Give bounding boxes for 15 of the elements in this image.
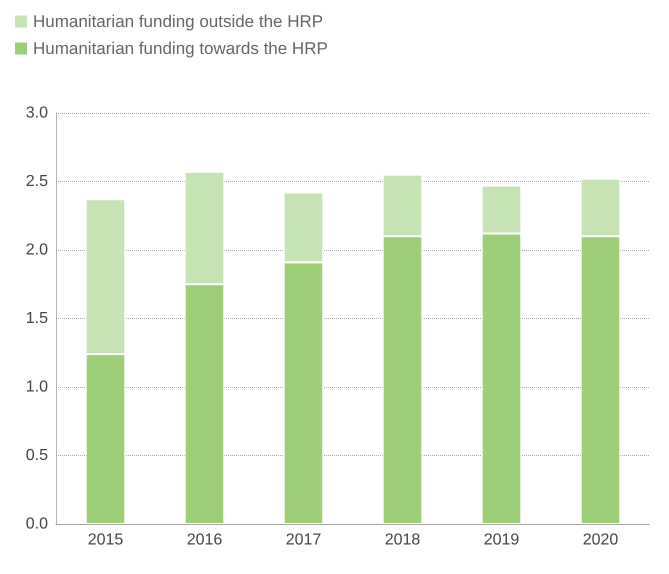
y-tick-label: 0.0	[26, 516, 48, 532]
y-tick-label: 2.5	[26, 173, 48, 190]
legend-label: Humanitarian funding outside the HRP	[33, 12, 324, 31]
legend-label: Humanitarian funding towards the HRP	[33, 39, 328, 58]
y-tick-label: 1.5	[26, 310, 48, 327]
x-tick-label: 2016	[186, 532, 222, 548]
y-tick-label: 3.0	[26, 104, 48, 122]
x-tick-label: 2019	[484, 532, 520, 548]
x-tick-label: 2020	[582, 532, 618, 548]
x-tick-label: 2015	[88, 532, 124, 548]
y-tick-label: 2.0	[26, 242, 48, 258]
y-tick-label: 1.0	[26, 378, 48, 396]
y-tick-label: 0.5	[26, 447, 48, 464]
x-tick-label: 2017	[286, 532, 322, 548]
x-tick-label: 2018	[384, 532, 420, 548]
